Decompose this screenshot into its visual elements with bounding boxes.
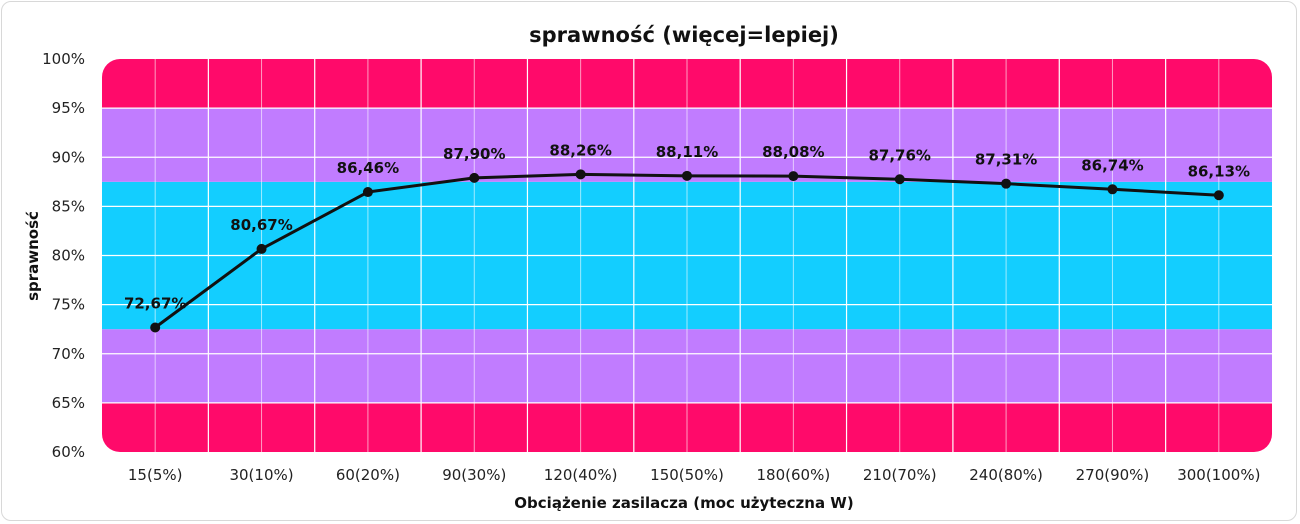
gridlines bbox=[102, 59, 1272, 452]
data-point bbox=[1213, 190, 1224, 201]
y-tick-label: 95% bbox=[52, 99, 85, 117]
data-label: 86,46% bbox=[337, 159, 399, 177]
data-label: 86,13% bbox=[1188, 162, 1250, 180]
y-tick-label: 90% bbox=[52, 148, 85, 166]
data-label: 86,74% bbox=[1081, 156, 1143, 174]
x-tick-label: 60(20%) bbox=[336, 466, 400, 484]
data-point bbox=[150, 322, 161, 333]
data-point bbox=[1001, 178, 1012, 189]
y-tick-label: 70% bbox=[52, 345, 85, 363]
data-point bbox=[575, 169, 586, 180]
data-label: 88,11% bbox=[656, 143, 718, 161]
data-point bbox=[788, 171, 799, 182]
y-axis-title: sprawność bbox=[24, 211, 42, 301]
x-tick-label: 270(90%) bbox=[1076, 466, 1150, 484]
data-label: 80,67% bbox=[230, 216, 292, 234]
x-tick-label: 15(5%) bbox=[128, 466, 183, 484]
data-labels: 72,67% 80,67% 86,46% 87,90% 88,26% 88,11% 88,0… bbox=[124, 141, 1250, 312]
data-point bbox=[682, 170, 692, 181]
y-tick-label: 60% bbox=[52, 443, 85, 461]
data-label: 87,31% bbox=[975, 151, 1037, 169]
data-point bbox=[256, 243, 267, 254]
x-tick-label: 210(70%) bbox=[863, 466, 937, 484]
x-tick-label: 90(30%) bbox=[442, 466, 506, 484]
x-tick-label: 300(100%) bbox=[1177, 466, 1260, 484]
y-axis-ticks: 60% 65% 70% 75% 80% 85% 90% 95% 100% bbox=[42, 50, 85, 461]
y-tick-label: 75% bbox=[52, 296, 85, 314]
x-tick-label: 180(60%) bbox=[757, 466, 831, 484]
x-axis-title: Obciążenie zasilacza (moc użyteczna W) bbox=[514, 494, 853, 512]
x-axis-ticks: 15(5%) 30(10%) 60(20%) 90(30%) 120(40%) 150(5… bbox=[128, 466, 1261, 484]
x-tick-label: 150(50%) bbox=[650, 466, 724, 484]
series-group bbox=[150, 169, 1224, 333]
chart-title: sprawność (więcej=lepiej) bbox=[529, 23, 839, 47]
data-label: 87,90% bbox=[443, 145, 505, 163]
data-point bbox=[894, 174, 905, 185]
y-tick-label: 80% bbox=[52, 247, 85, 265]
data-point bbox=[362, 187, 373, 198]
data-label: 88,26% bbox=[549, 141, 611, 159]
data-label: 87,76% bbox=[868, 146, 930, 164]
data-point bbox=[1107, 184, 1118, 195]
y-tick-label: 100% bbox=[42, 50, 85, 68]
y-tick-label: 85% bbox=[52, 197, 85, 215]
data-label: 88,08% bbox=[762, 143, 824, 161]
x-tick-label: 240(80%) bbox=[969, 466, 1043, 484]
x-tick-label: 120(40%) bbox=[544, 466, 618, 484]
y-tick-label: 65% bbox=[52, 394, 85, 412]
data-point bbox=[469, 172, 480, 183]
data-label: 72,67% bbox=[124, 295, 186, 313]
x-tick-label: 30(10%) bbox=[229, 466, 293, 484]
